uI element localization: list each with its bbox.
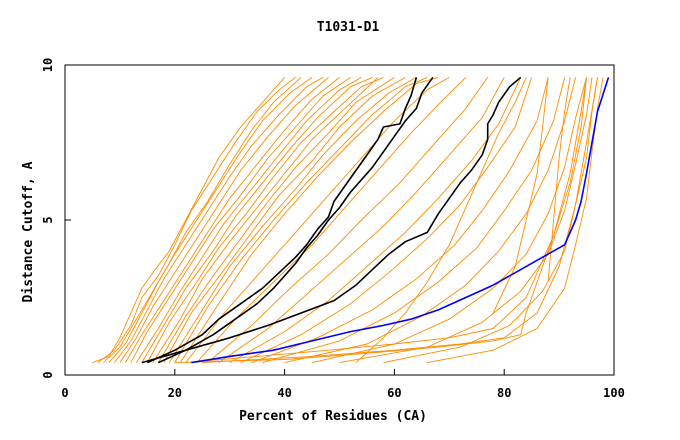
model-line-20 — [218, 77, 505, 363]
model-line-3 — [108, 77, 313, 363]
model-line-32 — [174, 77, 587, 364]
model-line-1 — [97, 77, 296, 363]
y-tick-label-0: 0 — [41, 371, 55, 378]
series-layer — [92, 76, 610, 364]
model-line-35 — [355, 77, 527, 363]
model-line-10 — [146, 76, 384, 363]
model-line-13 — [163, 77, 406, 363]
model-line-25 — [284, 77, 577, 364]
model-line-15 — [174, 76, 428, 363]
model-line-17 — [185, 77, 450, 363]
model-line-7 — [130, 77, 351, 363]
y-tick-label-2: 10 — [41, 58, 55, 72]
x-tick-label-1: 20 — [168, 386, 182, 400]
model-line-0 — [92, 77, 285, 364]
highlight-line-36 — [146, 77, 418, 364]
model-line-23 — [251, 77, 549, 364]
model-line-9 — [141, 76, 373, 363]
model-line-34 — [547, 77, 571, 283]
chart-title: T1031-D1 — [317, 20, 380, 35]
model-line-11 — [152, 77, 379, 363]
model-line-12 — [157, 77, 395, 363]
y-axis-label: Distance Cutoff, A — [21, 161, 36, 302]
x-tick-label-5: 100 — [603, 386, 625, 400]
model-line-18 — [196, 77, 467, 363]
model-line-30 — [202, 77, 598, 364]
model-line-6 — [125, 77, 340, 363]
highlight-line-37 — [157, 76, 434, 364]
x-tick-label-4: 80 — [497, 386, 511, 400]
y-tick-label-1: 5 — [41, 216, 55, 223]
plot-frame — [64, 64, 615, 376]
model-line-19 — [207, 77, 489, 363]
model-line-26 — [312, 77, 587, 364]
highlight-line-38 — [141, 76, 522, 364]
model-line-16 — [179, 76, 439, 363]
model-line-24 — [262, 77, 566, 364]
x-tick-label-3: 60 — [387, 386, 401, 400]
model-line-22 — [240, 77, 533, 364]
x-axis: 0 20 40 60 80 100 — [61, 369, 625, 400]
best-line-39 — [191, 77, 610, 364]
x-axis-label: Percent of Residues (CA) — [239, 409, 427, 424]
model-line-14 — [168, 77, 417, 363]
model-line-31 — [185, 77, 587, 364]
y-axis: 0 5 10 — [41, 58, 71, 379]
model-line-5 — [119, 77, 329, 363]
x-tick-label-2: 40 — [277, 386, 291, 400]
model-line-2 — [103, 77, 302, 363]
x-tick-label-0: 0 — [61, 386, 68, 400]
model-line-28 — [383, 77, 598, 364]
model-line-21 — [229, 77, 522, 363]
model-line-8 — [136, 77, 362, 363]
model-line-4 — [114, 77, 324, 363]
